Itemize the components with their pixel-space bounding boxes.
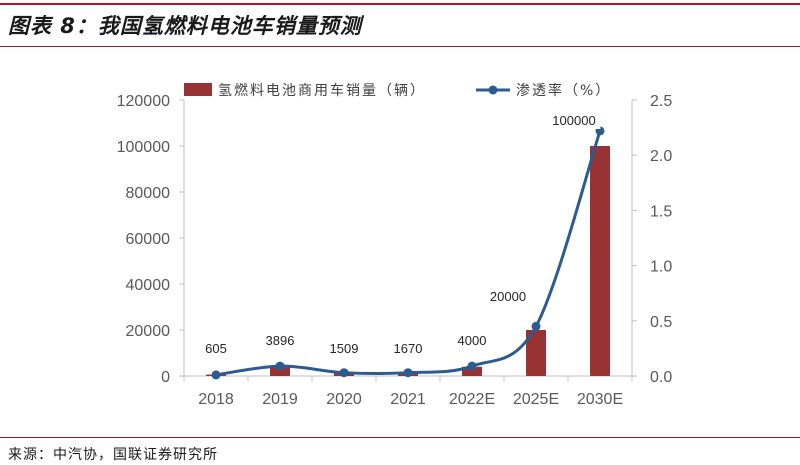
bottom-rule — [0, 437, 800, 438]
x-tick-label: 2030E — [577, 391, 623, 408]
data-label: 3896 — [266, 333, 295, 348]
figure-title: 图表 8：我国氢燃料电池车销量预测 — [8, 14, 362, 38]
legend-bar-swatch — [184, 83, 212, 96]
data-label-bg — [453, 331, 491, 349]
y2-tick-label: 1.5 — [650, 203, 672, 220]
data-label-bg — [325, 339, 363, 357]
data-label-bg — [261, 331, 299, 349]
data-label: 4000 — [458, 333, 487, 348]
y2-tick-label: 0.0 — [650, 369, 672, 386]
top-rule — [0, 3, 800, 5]
y2-tick-label: 2.5 — [650, 93, 672, 110]
line-point-2022E — [467, 361, 477, 371]
line-point-2019 — [275, 361, 285, 371]
y-tick-label: 40000 — [126, 277, 171, 294]
legend-line-marker — [488, 85, 498, 95]
bar-2030E — [590, 146, 610, 376]
x-tick-label: 2018 — [198, 391, 234, 408]
y-tick-label: 100000 — [117, 139, 170, 156]
line-point-2021 — [403, 368, 413, 378]
x-tick-label: 2025E — [513, 391, 559, 408]
y-tick-label: 80000 — [126, 185, 171, 202]
data-label-bg — [201, 339, 231, 357]
title-rule — [0, 46, 800, 47]
y-tick-label: 120000 — [117, 93, 170, 110]
bar-2019 — [270, 367, 290, 376]
y-tick-label: 60000 — [126, 231, 171, 248]
y-tick-label: 20000 — [126, 323, 171, 340]
bar-2025E — [526, 330, 546, 376]
data-label: 20000 — [490, 289, 526, 304]
x-tick-label: 2022E — [449, 391, 495, 408]
x-tick-label: 2020 — [326, 391, 362, 408]
y2-tick-label: 0.5 — [650, 314, 672, 331]
line-point-2025E — [531, 321, 541, 331]
y-tick-label: 0 — [161, 369, 170, 386]
bar-2022E — [462, 366, 482, 376]
data-label-bg — [389, 339, 427, 357]
x-tick-label: 2021 — [390, 391, 426, 408]
x-tick-label: 2019 — [262, 391, 298, 408]
line-point-2018 — [211, 370, 221, 380]
data-label: 1509 — [330, 341, 359, 356]
y2-tick-label: 2.0 — [650, 148, 672, 165]
data-label-bg — [547, 111, 601, 129]
legend-line-label: 渗透率（%） — [516, 82, 611, 99]
data-label-bg — [485, 287, 531, 305]
y2-tick-label: 1.0 — [650, 259, 672, 276]
data-label: 605 — [205, 341, 227, 356]
line-point-2020 — [339, 368, 349, 378]
data-label: 1670 — [394, 341, 423, 356]
data-label: 100000 — [552, 113, 595, 128]
source-note: 来源：中汽协，国联证券研究所 — [8, 447, 218, 463]
legend-bar-label: 氢燃料电池商用车销量（辆） — [218, 82, 426, 99]
